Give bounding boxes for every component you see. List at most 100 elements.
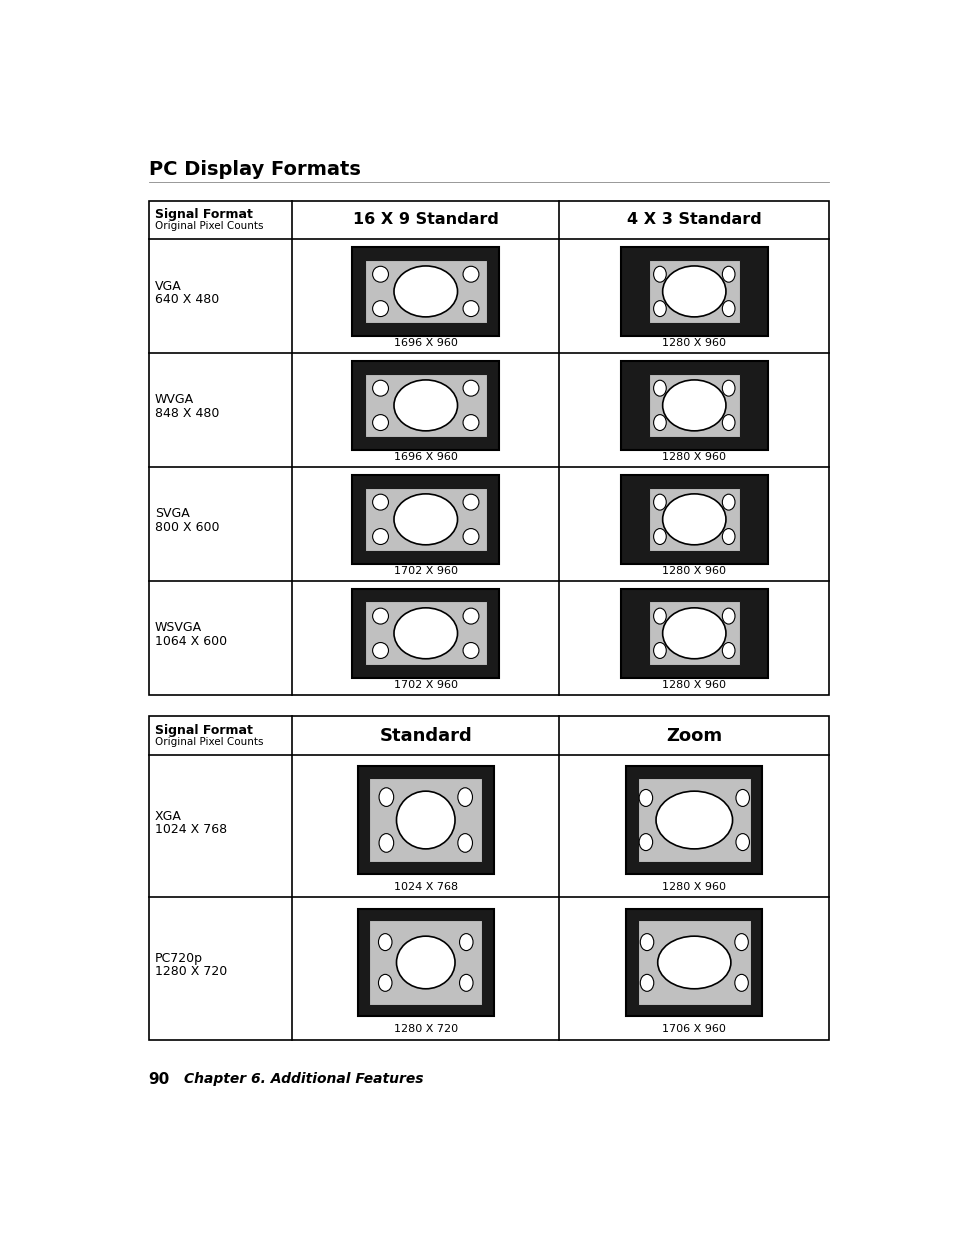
Text: 1702 X 960: 1702 X 960 xyxy=(394,566,457,576)
Text: 1280 X 960: 1280 X 960 xyxy=(661,882,725,892)
Ellipse shape xyxy=(734,974,747,992)
Ellipse shape xyxy=(373,494,388,510)
Ellipse shape xyxy=(394,266,457,317)
Ellipse shape xyxy=(459,934,473,951)
Ellipse shape xyxy=(653,642,665,658)
Text: Chapter 6. Additional Features: Chapter 6. Additional Features xyxy=(183,1072,422,1086)
Bar xyxy=(648,601,739,666)
Bar xyxy=(648,488,739,551)
Bar xyxy=(626,766,761,874)
Ellipse shape xyxy=(721,642,734,658)
Ellipse shape xyxy=(662,494,725,545)
Ellipse shape xyxy=(462,642,478,658)
Ellipse shape xyxy=(656,792,732,848)
Ellipse shape xyxy=(639,834,652,851)
Bar xyxy=(648,373,739,437)
Bar xyxy=(352,475,498,563)
Ellipse shape xyxy=(462,300,478,316)
Ellipse shape xyxy=(734,934,747,951)
Ellipse shape xyxy=(373,642,388,658)
Ellipse shape xyxy=(396,792,455,848)
Bar xyxy=(369,920,481,1005)
Text: Standard: Standard xyxy=(379,726,472,745)
Text: 800 X 600: 800 X 600 xyxy=(154,520,219,534)
Text: 1280 X 960: 1280 X 960 xyxy=(661,680,725,690)
Text: 1024 X 768: 1024 X 768 xyxy=(154,823,227,836)
Text: 848 X 480: 848 X 480 xyxy=(154,406,219,420)
Ellipse shape xyxy=(721,415,734,431)
Ellipse shape xyxy=(653,380,665,396)
Bar xyxy=(357,909,493,1016)
Ellipse shape xyxy=(373,608,388,624)
Text: Original Pixel Counts: Original Pixel Counts xyxy=(154,221,263,231)
Bar xyxy=(364,488,486,551)
Ellipse shape xyxy=(373,267,388,282)
Text: 4 X 3 Standard: 4 X 3 Standard xyxy=(626,212,760,227)
Ellipse shape xyxy=(639,974,653,992)
Ellipse shape xyxy=(653,494,665,510)
Text: 90: 90 xyxy=(149,1072,170,1087)
Ellipse shape xyxy=(394,380,457,431)
Bar xyxy=(620,361,767,450)
Ellipse shape xyxy=(462,529,478,545)
Ellipse shape xyxy=(394,608,457,658)
Text: PC Display Formats: PC Display Formats xyxy=(149,161,360,179)
Bar xyxy=(364,259,486,324)
Ellipse shape xyxy=(396,936,455,989)
Text: 1280 X 720: 1280 X 720 xyxy=(154,966,227,978)
Text: WVGA: WVGA xyxy=(154,394,193,406)
Ellipse shape xyxy=(721,494,734,510)
Ellipse shape xyxy=(639,934,653,951)
Text: 1706 X 960: 1706 X 960 xyxy=(661,1024,725,1034)
Ellipse shape xyxy=(653,608,665,624)
Text: Signal Format: Signal Format xyxy=(154,724,253,737)
Bar xyxy=(352,247,498,336)
Text: XGA: XGA xyxy=(154,810,182,823)
Ellipse shape xyxy=(373,300,388,316)
Text: Signal Format: Signal Format xyxy=(154,207,253,221)
Ellipse shape xyxy=(653,300,665,316)
Ellipse shape xyxy=(373,415,388,431)
Ellipse shape xyxy=(394,494,457,545)
Bar xyxy=(620,475,767,563)
Text: VGA: VGA xyxy=(154,279,181,293)
Ellipse shape xyxy=(721,608,734,624)
Text: 16 X 9 Standard: 16 X 9 Standard xyxy=(353,212,498,227)
Ellipse shape xyxy=(721,300,734,316)
Ellipse shape xyxy=(378,788,394,806)
Bar xyxy=(620,589,767,678)
Bar xyxy=(364,373,486,437)
Ellipse shape xyxy=(662,380,725,431)
Bar xyxy=(638,778,750,862)
Ellipse shape xyxy=(735,789,749,806)
Ellipse shape xyxy=(462,608,478,624)
Ellipse shape xyxy=(657,936,730,989)
Text: 1280 X 960: 1280 X 960 xyxy=(661,452,725,462)
Text: 1696 X 960: 1696 X 960 xyxy=(394,452,457,462)
Ellipse shape xyxy=(378,934,392,951)
Text: PC720p: PC720p xyxy=(154,952,203,965)
Ellipse shape xyxy=(662,266,725,317)
Ellipse shape xyxy=(373,380,388,396)
Bar xyxy=(369,778,481,862)
Text: 640 X 480: 640 X 480 xyxy=(154,293,219,305)
Ellipse shape xyxy=(373,529,388,545)
Text: WSVGA: WSVGA xyxy=(154,621,202,635)
Ellipse shape xyxy=(457,788,472,806)
Ellipse shape xyxy=(735,834,749,851)
Bar xyxy=(352,589,498,678)
Ellipse shape xyxy=(721,380,734,396)
Bar xyxy=(352,361,498,450)
Text: 1280 X 720: 1280 X 720 xyxy=(394,1024,457,1034)
Bar xyxy=(638,920,750,1005)
Text: Original Pixel Counts: Original Pixel Counts xyxy=(154,737,263,747)
Bar xyxy=(149,716,828,1040)
Ellipse shape xyxy=(378,834,394,852)
Text: 1024 X 768: 1024 X 768 xyxy=(394,882,457,892)
Ellipse shape xyxy=(721,529,734,545)
Ellipse shape xyxy=(653,267,665,282)
Ellipse shape xyxy=(462,267,478,282)
Text: Zoom: Zoom xyxy=(665,726,721,745)
Text: 1696 X 960: 1696 X 960 xyxy=(394,338,457,348)
Text: 1064 X 600: 1064 X 600 xyxy=(154,635,227,647)
